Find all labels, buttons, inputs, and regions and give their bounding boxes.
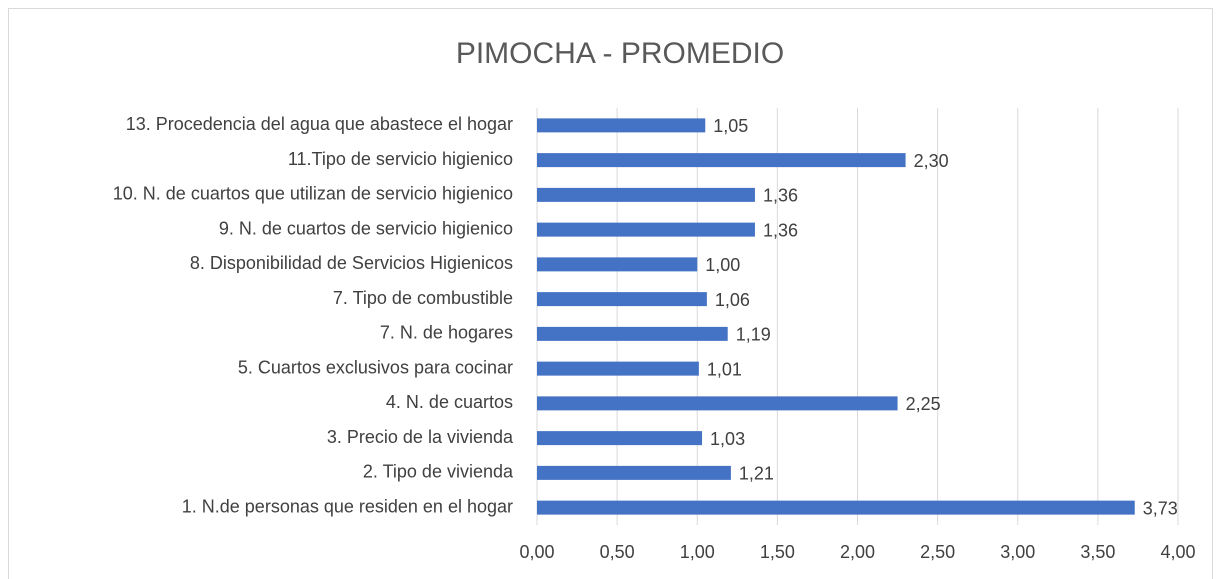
y-tick-label: 2. Tipo de vivienda xyxy=(363,462,514,482)
x-tick-label: 0,00 xyxy=(519,542,554,562)
bar xyxy=(537,396,898,411)
x-tick-label: 3,00 xyxy=(1000,542,1035,562)
y-tick-label: 8. Disponibilidad de Servicios Higienico… xyxy=(190,253,513,273)
bar xyxy=(537,361,699,376)
bar xyxy=(537,292,707,307)
bar xyxy=(537,153,906,168)
bar xyxy=(537,465,731,480)
data-label: 1,00 xyxy=(705,255,740,275)
x-tick-label: 2,50 xyxy=(920,542,955,562)
bar xyxy=(537,118,706,133)
data-label: 2,30 xyxy=(914,151,949,171)
y-tick-label: 3. Precio de la vivienda xyxy=(327,427,514,447)
bar xyxy=(537,187,755,202)
x-tick-label: 1,50 xyxy=(760,542,795,562)
y-tick-label: 13. Procedencia del agua que abastece el… xyxy=(126,114,513,134)
y-tick-label: 7. N. de hogares xyxy=(380,323,513,343)
bar xyxy=(537,257,698,272)
data-label: 1,03 xyxy=(710,429,745,449)
data-label: 1,19 xyxy=(736,325,771,345)
y-tick-label: 9. N. de cuartos de servicio higienico xyxy=(219,218,513,238)
y-tick-label: 1. N.de personas que residen en el hogar xyxy=(182,496,513,516)
bar xyxy=(537,431,703,446)
y-tick-label: 10. N. de cuartos que utilizan de servic… xyxy=(113,184,513,204)
data-label: 1,36 xyxy=(763,186,798,206)
y-tick-label: 4. N. de cuartos xyxy=(386,392,513,412)
x-tick-label: 4,00 xyxy=(1160,542,1195,562)
data-label: 1,05 xyxy=(713,116,748,136)
data-label: 1,01 xyxy=(707,359,742,379)
x-tick-label: 0,50 xyxy=(600,542,635,562)
x-tick-label: 2,00 xyxy=(840,542,875,562)
x-tick-label: 3,50 xyxy=(1080,542,1115,562)
x-tick-label: 1,00 xyxy=(680,542,715,562)
bar xyxy=(537,222,755,237)
y-tick-label: 11.Tipo de servicio higienico xyxy=(288,149,513,169)
data-label: 2,25 xyxy=(906,394,941,414)
data-label: 1,21 xyxy=(739,464,774,484)
bar xyxy=(537,326,728,341)
y-tick-label: 5. Cuartos exclusivos para cocinar xyxy=(238,357,513,377)
chart-title: PIMOCHA - PROMEDIO xyxy=(456,37,784,70)
data-label: 3,73 xyxy=(1143,498,1178,518)
data-label: 1,06 xyxy=(715,290,750,310)
y-tick-label: 7. Tipo de combustible xyxy=(333,288,513,308)
data-label: 1,36 xyxy=(763,220,798,240)
bar xyxy=(537,500,1135,515)
